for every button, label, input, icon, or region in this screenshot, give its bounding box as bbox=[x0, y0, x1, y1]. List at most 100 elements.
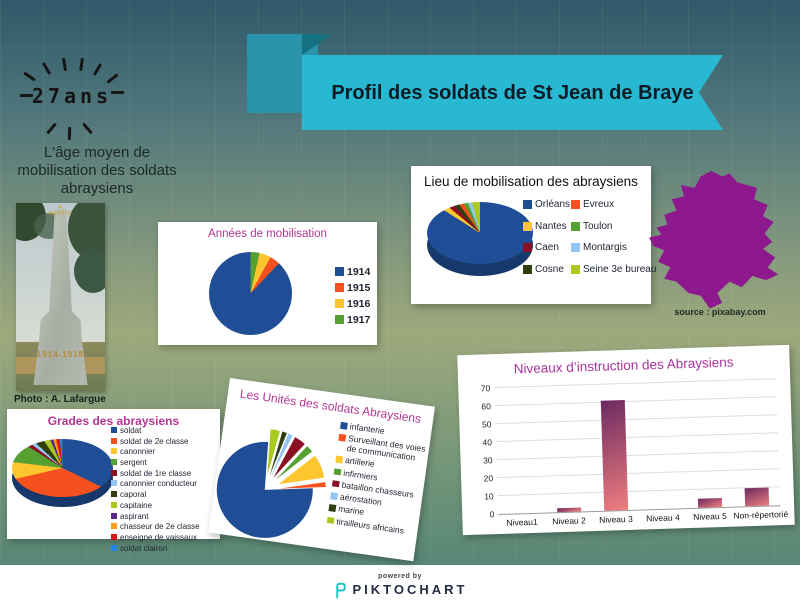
grid-line bbox=[496, 450, 779, 461]
legend-swatch bbox=[111, 469, 117, 476]
legend-item: soldat clairon bbox=[111, 544, 217, 553]
legend-item: Nantes bbox=[523, 221, 573, 233]
burst-tick bbox=[61, 57, 68, 72]
legend-swatch bbox=[111, 544, 117, 551]
legend-swatch bbox=[331, 480, 340, 488]
tree-foliage bbox=[74, 249, 105, 293]
legend-swatch bbox=[111, 523, 117, 530]
legend-swatch bbox=[328, 504, 336, 512]
legend-label: Toulon bbox=[583, 220, 613, 232]
legend-swatch bbox=[571, 243, 580, 252]
legend-item: capitaine bbox=[111, 501, 217, 510]
legend-label: 1914 bbox=[347, 266, 371, 278]
brand-text: PIKTOCHART bbox=[352, 582, 468, 597]
lieu-pie-3d bbox=[427, 202, 533, 276]
legend-item: Evreux bbox=[571, 199, 657, 211]
burst-tick bbox=[111, 91, 124, 94]
legend-swatch bbox=[111, 480, 117, 487]
lieu-legend-col1: Orléans Nantes Caen Cosne bbox=[523, 199, 573, 285]
legend-label: chasseur de 2e classe bbox=[120, 522, 200, 532]
title-banner: Profil des soldats de St Jean de Braye bbox=[302, 55, 723, 130]
chart-title: Lieu de mobilisation des abraysiens bbox=[424, 174, 638, 189]
legend-swatch bbox=[335, 455, 343, 464]
legend-swatch bbox=[111, 427, 117, 433]
legend-item: enseigne de vaissaux bbox=[111, 533, 217, 542]
monument-inscription-patrie: PATRIE bbox=[48, 211, 73, 218]
burst-tick bbox=[82, 122, 93, 135]
legend-label: enseigne de vaissaux bbox=[120, 532, 197, 542]
legend-swatch bbox=[571, 221, 580, 231]
legend-swatch bbox=[333, 467, 341, 476]
bar bbox=[697, 498, 722, 508]
legend-item: aspirant bbox=[111, 512, 217, 521]
burst-tick bbox=[67, 126, 72, 141]
legend-swatch bbox=[111, 533, 117, 540]
lieu-legend-col2: Evreux Toulon Montargis Seine 3e bureau bbox=[571, 199, 657, 285]
legend-item: soldat de 2e classe bbox=[111, 437, 217, 446]
legend-swatch bbox=[338, 434, 346, 442]
legend-swatch bbox=[326, 516, 335, 524]
annees-mobilisation-card: Années de mobilisation 1914 1915 1916 1917 bbox=[158, 222, 377, 345]
legend-swatch bbox=[111, 448, 117, 455]
y-tick-label: 10 bbox=[484, 491, 494, 502]
footer: powered by PIKTOCHART bbox=[0, 565, 800, 606]
legend-item: Cosne bbox=[523, 264, 573, 276]
monument-photo: ★ PATRIE 1914-1918 bbox=[16, 203, 105, 391]
unites-legend: infanterie Surveillant des voies de commu… bbox=[326, 421, 428, 540]
chart-title: Années de mobilisation bbox=[208, 228, 327, 240]
pie-slice bbox=[269, 431, 287, 476]
pie-top bbox=[12, 439, 113, 497]
legend-label: caporal bbox=[120, 490, 147, 500]
grades-card: Grades des abraysiens soldat soldat de 2e… bbox=[7, 409, 220, 553]
grid-line bbox=[495, 432, 778, 443]
legend-label: Seine 3e bureau bbox=[583, 263, 657, 275]
legend-label: canonnier bbox=[120, 447, 156, 457]
legend-swatch bbox=[523, 243, 532, 252]
bar bbox=[556, 507, 581, 513]
pie-slice bbox=[267, 429, 281, 476]
y-tick-label: 60 bbox=[481, 401, 492, 412]
france-map bbox=[649, 170, 779, 309]
legend-label: canonnier conducteur bbox=[120, 479, 197, 489]
burst-tick bbox=[20, 94, 33, 97]
pie-slice bbox=[271, 433, 293, 477]
burst-tick bbox=[106, 73, 119, 84]
unites-card: Les Unités des soldats Abraysiens infant… bbox=[208, 378, 435, 562]
grades-legend: soldat soldat de 2e classe canonnier sergen… bbox=[111, 426, 217, 554]
age-burst: 27ans bbox=[20, 57, 124, 142]
legend-swatch bbox=[340, 421, 348, 430]
legend-item: chasseur de 2e classe bbox=[111, 522, 217, 531]
legend-item: Montargis bbox=[571, 242, 657, 254]
burst-tick bbox=[79, 57, 84, 72]
x-tick-label: Niveau1 bbox=[506, 516, 538, 528]
pie-slice bbox=[279, 482, 326, 489]
legend-label: aspirant bbox=[120, 511, 149, 521]
legend-swatch bbox=[111, 437, 117, 444]
grid-line bbox=[494, 396, 777, 407]
powered-by-label: powered by bbox=[378, 572, 422, 580]
page-title: Profil des soldats de St Jean de Braye bbox=[331, 81, 694, 104]
burst-tick bbox=[46, 122, 57, 135]
monument-star: ★ bbox=[57, 204, 64, 211]
x-tick-label: Niveau 4 bbox=[646, 512, 680, 524]
chart-title: Grades des abraysiens bbox=[47, 414, 180, 428]
y-tick-label: 30 bbox=[482, 455, 493, 466]
legend-label: 1917 bbox=[347, 314, 371, 327]
pie-slice bbox=[273, 437, 305, 478]
grid-line bbox=[497, 486, 780, 497]
legend-item: caporal bbox=[111, 490, 217, 499]
legend-label: Montargis bbox=[583, 242, 627, 253]
legend-swatch bbox=[111, 512, 117, 519]
grid-line bbox=[494, 378, 777, 389]
pie-top bbox=[427, 202, 533, 264]
unites-exploded-pie bbox=[216, 429, 326, 538]
chart-title: Niveaux d’instruction des Abraysiens bbox=[513, 354, 734, 377]
legend-item: Seine 3e bureau bbox=[571, 264, 657, 276]
legend-swatch bbox=[335, 315, 344, 325]
lieu-mobilisation-card: Lieu de mobilisation des abraysiens Orlé… bbox=[411, 166, 656, 304]
legend-item: sergent bbox=[111, 458, 217, 467]
legend-label: Nantes bbox=[535, 220, 567, 232]
y-tick-label: 20 bbox=[483, 473, 494, 484]
legend-item: canonnier conducteur bbox=[111, 479, 217, 488]
annees-legend: 1914 1915 1916 1917 bbox=[335, 266, 370, 330]
